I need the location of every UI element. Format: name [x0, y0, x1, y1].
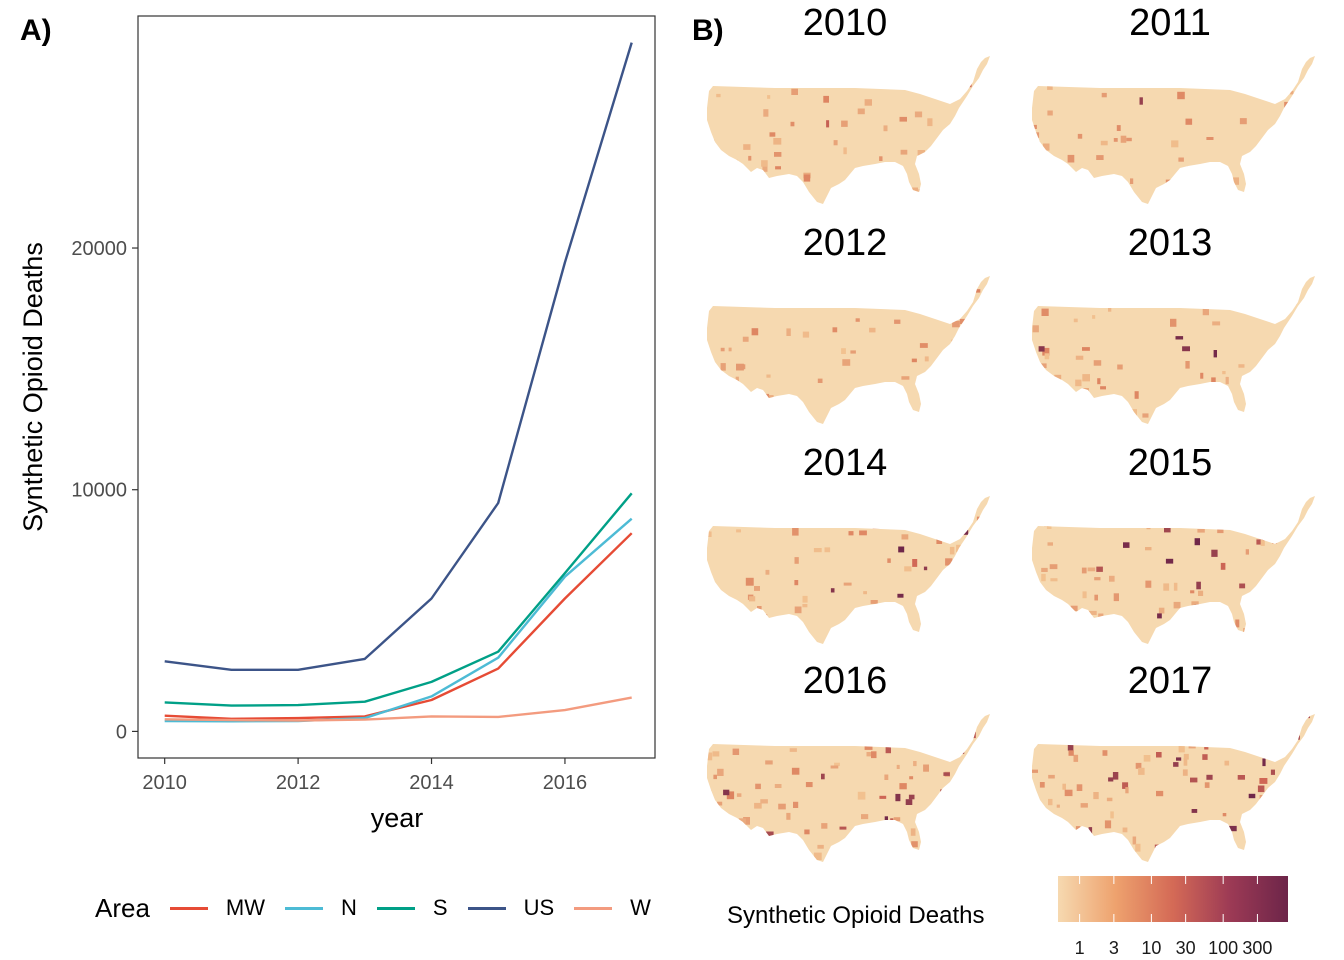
legend-key-line — [574, 906, 613, 910]
map-outline — [1032, 714, 1315, 862]
legend-item-w: W — [574, 895, 651, 921]
x-tick-label: 2010 — [142, 772, 187, 794]
colorbar-tick-label: 1 — [1075, 938, 1085, 958]
area-legend: Area MW N S US W — [95, 888, 671, 928]
map-title-2013: 2013 — [1127, 222, 1213, 264]
panel-b-label: B) — [692, 14, 724, 47]
map-2015 — [1032, 496, 1315, 644]
map-2010 — [707, 56, 990, 204]
map-title-2011: 2011 — [1129, 2, 1211, 44]
map-2013 — [1032, 276, 1315, 424]
map-outline — [1032, 56, 1315, 204]
colorbar-tick-label: 100 — [1208, 938, 1238, 958]
series-line-s — [164, 492, 633, 707]
legend-label: US — [523, 895, 555, 920]
colorbar-tick-label: 300 — [1242, 938, 1272, 958]
legend-key-line — [285, 906, 324, 910]
colorbar-gradient — [1058, 876, 1288, 922]
area-legend-items: MW N S US W — [169, 895, 671, 921]
map-2014 — [707, 496, 990, 644]
map-2016 — [707, 714, 990, 862]
map-outline — [1032, 276, 1315, 424]
y-tick-label: 10000 — [71, 480, 127, 502]
map-title-2014: 2014 — [802, 442, 888, 484]
x-tick-label: 2012 — [276, 772, 321, 794]
map-title-2012: 2012 — [802, 222, 888, 264]
map-outline — [707, 56, 990, 204]
y-axis: 0 10000 20000 — [71, 238, 138, 743]
legend-item-us: US — [467, 895, 555, 921]
colorbar-tick-label: 10 — [1141, 938, 1161, 958]
legend-label: S — [432, 895, 448, 920]
x-tick-label: 2014 — [409, 772, 454, 794]
map-title-2017: 2017 — [1127, 660, 1213, 702]
panel-a-label: A) — [20, 14, 52, 47]
colorbar: 1 3 10 30 100 300 — [1058, 876, 1288, 958]
legend-key-line — [376, 906, 415, 910]
x-axis: 2010 2012 2014 2016 — [142, 758, 587, 794]
map-outline — [1032, 496, 1315, 644]
x-tick-label: 2016 — [543, 772, 588, 794]
legend-item-n: N — [285, 895, 357, 921]
legend-item-s: S — [376, 895, 448, 921]
series-line-us — [164, 42, 633, 671]
map-title-2016: 2016 — [802, 660, 888, 702]
map-2012 — [707, 276, 990, 424]
legend-label: N — [341, 895, 357, 920]
x-axis-title: year — [371, 803, 424, 833]
map-title-2015: 2015 — [1127, 442, 1213, 484]
y-axis-title: Synthetic Opioid Deaths — [18, 242, 48, 532]
legend-label: MW — [225, 895, 266, 920]
map-title-2010: 2010 — [802, 2, 888, 44]
map-2017 — [1032, 714, 1315, 862]
y-tick-label: 0 — [116, 721, 127, 743]
colorbar-tick-label: 30 — [1176, 938, 1196, 958]
series-lines — [164, 42, 633, 723]
legend-item-mw: MW — [169, 895, 266, 921]
map-2011 — [1032, 56, 1315, 204]
plot-panel-border — [137, 15, 656, 759]
y-tick-label: 20000 — [71, 238, 127, 260]
area-legend-title: Area — [95, 892, 150, 923]
colorbar-title: Synthetic Opioid Deaths — [727, 902, 985, 929]
colorbar-tick-label: 3 — [1109, 938, 1119, 958]
series-line-w — [164, 696, 632, 722]
legend-key-line — [467, 906, 506, 910]
line-chart: 0 10000 20000 2010 2012 2014 2016 year Synthe… — [18, 15, 656, 833]
legend-label: W — [630, 895, 651, 920]
colorbar-ticks: 1 3 10 30 100 300 — [1075, 876, 1272, 958]
map-outline — [707, 496, 990, 644]
map-outline — [707, 276, 990, 424]
legend-key-line — [169, 906, 208, 910]
map-outline — [707, 714, 990, 862]
